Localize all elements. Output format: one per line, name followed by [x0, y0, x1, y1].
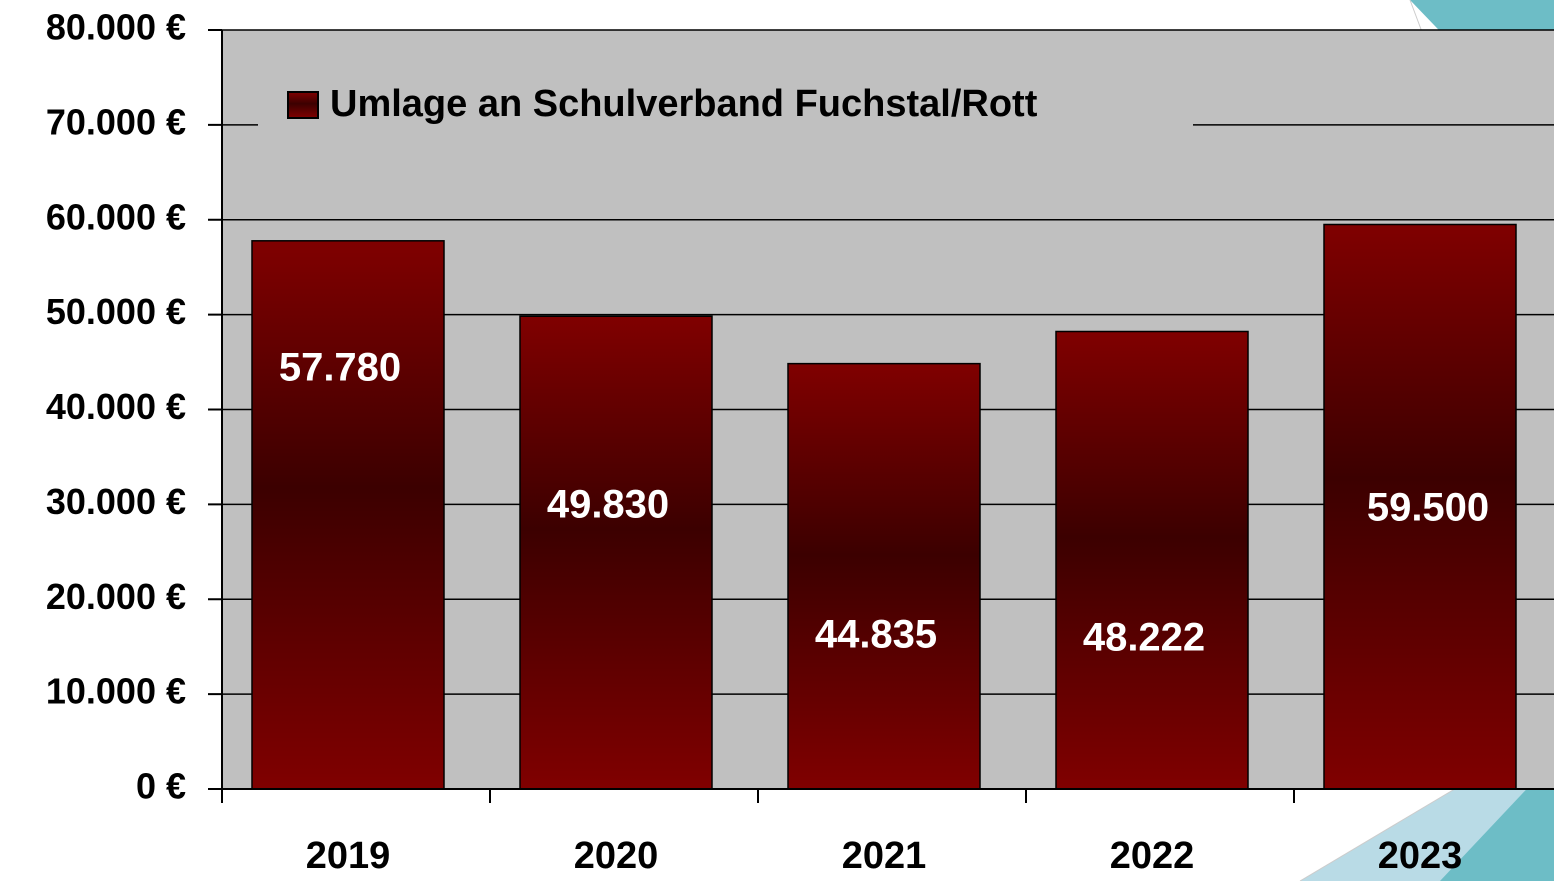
bar — [787, 362, 981, 790]
legend — [258, 82, 1193, 142]
x-tick-label: 2022 — [1110, 835, 1195, 877]
y-tick-label: 20.000 € — [46, 576, 186, 617]
data-label: 48.222 — [1083, 616, 1205, 660]
bar — [251, 240, 445, 790]
data-label: 57.780 — [279, 346, 401, 390]
x-tick-label: 2020 — [574, 835, 659, 877]
data-label: 59.500 — [1367, 486, 1489, 530]
legend-swatch — [287, 91, 319, 119]
y-tick-label: 60.000 € — [46, 196, 186, 237]
bar — [1323, 223, 1517, 790]
y-tick-label: 10.000 € — [46, 671, 186, 712]
y-tick-label: 0 € — [136, 766, 186, 807]
y-tick-label: 50.000 € — [46, 291, 186, 332]
x-tick-label: 2021 — [842, 835, 927, 877]
y-tick-label: 70.000 € — [46, 101, 186, 142]
bars — [251, 223, 1517, 790]
bar — [1055, 330, 1249, 790]
decoration — [1440, 760, 1554, 881]
labels: 0 € 10.000 € 20.000 € 30.000 € 40.000 € 50.00… — [46, 7, 1489, 878]
x-tick-label: 2023 — [1378, 835, 1463, 877]
data-label: 49.830 — [547, 483, 669, 527]
y-tick-label: 30.000 € — [46, 481, 186, 522]
x-tick-label: 2019 — [306, 835, 391, 877]
y-tick-label: 80.000 € — [46, 7, 186, 48]
legend-label: Umlage an Schulverband Fuchstal/Rott — [330, 83, 1038, 125]
bar — [519, 315, 713, 790]
y-tick-label: 40.000 € — [46, 386, 186, 427]
data-label: 44.835 — [815, 613, 937, 657]
